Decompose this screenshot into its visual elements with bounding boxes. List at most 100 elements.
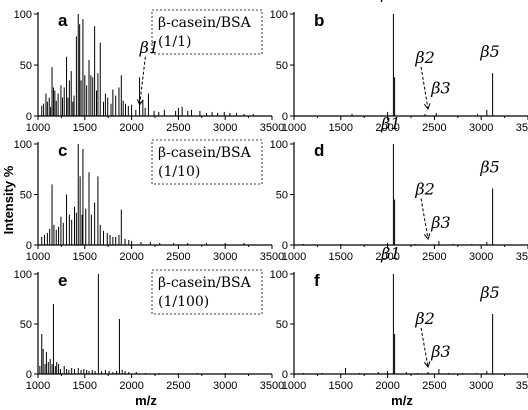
x-tick-label: 3000 <box>469 380 493 392</box>
x-tick-label: 1500 <box>73 380 97 392</box>
annotation-arrow-head <box>423 233 431 240</box>
x-axis-label-right: m/z <box>391 393 413 408</box>
x-tick-label: 3500 <box>260 122 284 134</box>
y-tick-label: 0 <box>282 111 288 123</box>
sample-ratio-text: (1/10) <box>158 164 200 180</box>
y-tick-label: 50 <box>276 60 288 72</box>
x-tick-label: 2000 <box>375 380 399 392</box>
panel-label: a <box>58 11 68 30</box>
x-tick-label: 2500 <box>166 251 190 263</box>
peak-annotation-beta1: β1 <box>380 0 400 3</box>
y-tick-label: 0 <box>26 240 32 252</box>
x-tick-label: 3500 <box>516 122 528 134</box>
annotation-arrow-head <box>136 99 144 106</box>
y-tick-label: 0 <box>282 240 288 252</box>
y-tick-label: 0 <box>26 369 32 381</box>
sample-ratio-text: (1/100) <box>158 294 209 310</box>
x-tick-label: 2000 <box>375 122 399 134</box>
y-tick-label: 50 <box>276 319 288 331</box>
annotation-arrow-line <box>139 56 146 105</box>
x-tick-label: 3000 <box>469 122 493 134</box>
x-tick-label: 1000 <box>26 122 50 134</box>
annotation-arrow-line <box>420 66 429 110</box>
peak-annotation-beta1: β1 <box>380 244 400 263</box>
x-tick-label: 3500 <box>260 251 284 263</box>
panel-label: d <box>314 141 324 160</box>
annotation-arrow-head <box>423 103 431 110</box>
sample-ratio-text: (1/1) <box>158 34 191 50</box>
peak-annotation-beta2: β2 <box>414 48 434 67</box>
sample-ratio-text: β-casein/BSA <box>158 15 252 31</box>
y-axis-label: Intensity % <box>1 165 16 234</box>
panel-label: c <box>58 141 67 160</box>
x-tick-label: 1500 <box>73 122 97 134</box>
x-tick-label: 2500 <box>422 251 446 263</box>
y-tick-label: 50 <box>276 190 288 202</box>
x-tick-label: 2500 <box>422 380 446 392</box>
panel-label: b <box>314 11 324 30</box>
peak-annotation-beta2: β2 <box>414 309 434 328</box>
y-tick-label: 50 <box>20 190 32 202</box>
y-tick-label: 100 <box>270 9 288 21</box>
x-tick-label: 3500 <box>516 251 528 263</box>
x-tick-label: 1500 <box>329 380 353 392</box>
panel-label: e <box>58 271 67 290</box>
y-tick-label: 0 <box>282 369 288 381</box>
x-tick-label: 1000 <box>282 380 306 392</box>
x-tick-label: 1500 <box>73 251 97 263</box>
x-tick-label: 1000 <box>282 122 306 134</box>
sample-ratio-text: β-casein/BSA <box>158 275 252 291</box>
x-tick-label: 1500 <box>329 251 353 263</box>
x-tick-label: 1000 <box>26 380 50 392</box>
peak-annotation-beta5: β5 <box>479 283 499 302</box>
x-axis-label-left: m/z <box>135 393 157 408</box>
x-tick-label: 3000 <box>213 380 237 392</box>
x-tick-label: 1500 <box>329 122 353 134</box>
peak-annotation-beta1: β1 <box>139 38 159 57</box>
x-tick-label: 3500 <box>516 380 528 392</box>
panel-d: 1000 1500 2000 2500 3000 3500 0 50 100 d β1 β2 β3 β5 <box>270 114 528 263</box>
x-tick-label: 2000 <box>119 251 143 263</box>
x-tick-label: 1000 <box>26 251 50 263</box>
y-tick-label: 100 <box>270 139 288 151</box>
x-tick-label: 2500 <box>166 380 190 392</box>
x-tick-label: 2500 <box>166 122 190 134</box>
annotation-arrow-line <box>420 327 429 368</box>
x-tick-label: 2500 <box>422 122 446 134</box>
sample-ratio-box <box>151 9 263 55</box>
y-tick-label: 50 <box>20 319 32 331</box>
annotation-arrow-head <box>423 361 431 369</box>
panel-label: f <box>314 271 320 290</box>
sample-ratio-box <box>151 269 263 315</box>
peak-annotation-beta3: β3 <box>430 342 450 361</box>
x-tick-label: 3000 <box>469 251 493 263</box>
peak-annotation-beta3: β3 <box>430 213 450 232</box>
y-tick-label: 50 <box>20 60 32 72</box>
annotation-arrow-line <box>420 198 429 240</box>
sample-ratio-box <box>151 139 263 185</box>
y-tick-label: 100 <box>14 139 32 151</box>
panel-b: 1000 1500 2000 2500 3000 3500 0 50 100 b β1 β2 β3 β5 <box>270 0 528 134</box>
y-tick-label: 0 <box>26 111 32 123</box>
peak-annotation-beta5: β5 <box>479 42 499 61</box>
x-tick-label: 2000 <box>119 380 143 392</box>
x-tick-label: 2000 <box>119 122 143 134</box>
peak-annotation-beta2: β2 <box>414 180 434 199</box>
x-tick-label: 3500 <box>260 380 284 392</box>
sample-ratio-text: β-casein/BSA <box>158 145 252 161</box>
peak-annotation-beta1: β1 <box>380 114 400 133</box>
panel-f: 1000 1500 2000 2500 3000 3500 0 50 100 f β1 β2 β3 β5 <box>270 244 528 392</box>
y-tick-label: 100 <box>270 269 288 281</box>
x-tick-label: 3000 <box>213 122 237 134</box>
y-tick-label: 100 <box>14 269 32 281</box>
peak-annotation-beta3: β3 <box>430 79 450 98</box>
x-tick-label: 1000 <box>282 251 306 263</box>
y-tick-label: 100 <box>14 9 32 21</box>
x-tick-label: 2000 <box>375 251 399 263</box>
peak-annotation-beta5: β5 <box>479 157 499 176</box>
x-tick-label: 3000 <box>213 251 237 263</box>
